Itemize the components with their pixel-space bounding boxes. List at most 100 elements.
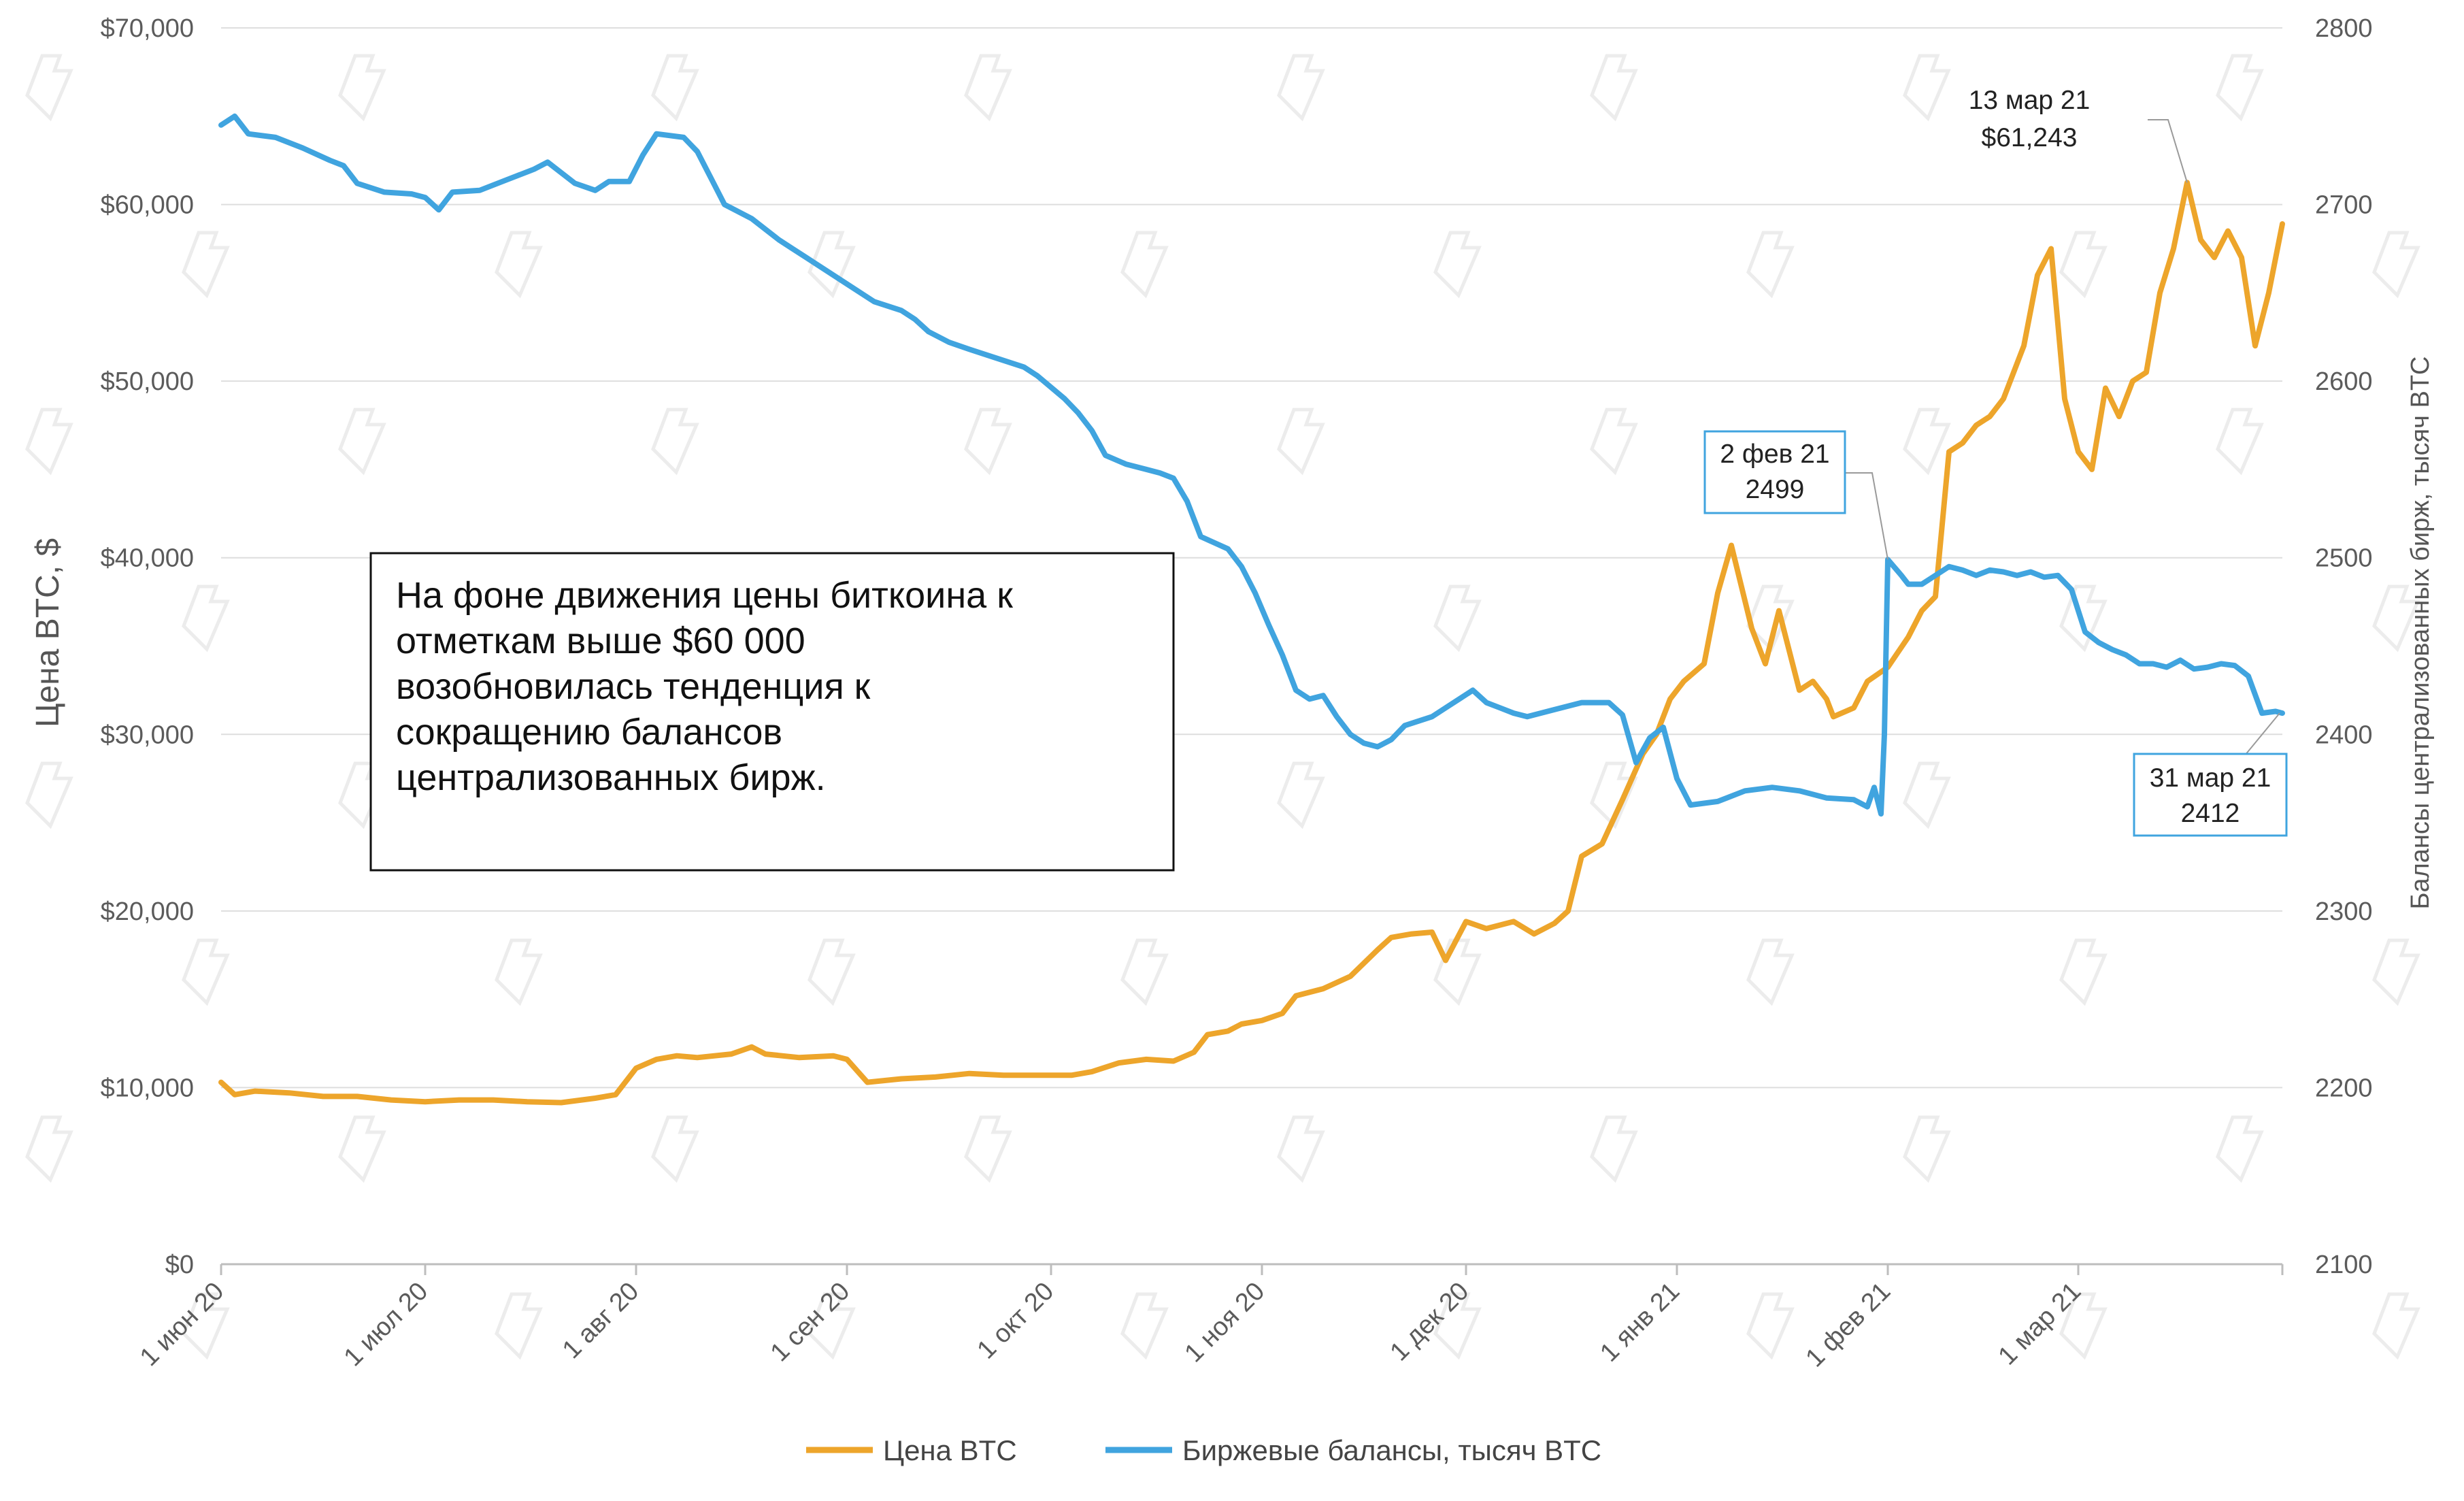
watermark-logo-icon bbox=[25, 408, 73, 476]
watermark-logo-icon bbox=[338, 54, 386, 122]
watermark-logo-icon bbox=[2372, 231, 2420, 299]
watermark-logo-icon bbox=[1590, 1115, 1638, 1183]
watermark-logo-icon bbox=[1903, 1115, 1951, 1183]
annotation-end-date: 31 мар 21 bbox=[2150, 763, 2271, 793]
annotations: 13 мар 21 $61,243 2 фев 21 2499 31 мар 21 241… bbox=[1703, 86, 2288, 837]
watermark-logo-icon bbox=[2059, 231, 2108, 299]
watermark-logo-icon bbox=[1903, 408, 1951, 476]
watermark-logo-icon bbox=[1590, 408, 1638, 476]
watermark-logo-icon bbox=[1433, 938, 1482, 1006]
y-right-tick-label: 2400 bbox=[2315, 721, 2373, 749]
series-line-exchange-balances bbox=[218, 113, 2285, 817]
watermark-layer bbox=[25, 54, 2420, 1360]
watermark-logo-icon bbox=[25, 54, 73, 122]
y-left-tick-label: $20,000 bbox=[101, 897, 194, 926]
watermark-logo-icon bbox=[1433, 584, 1482, 653]
note-text-line: сокращению балансов bbox=[396, 712, 782, 753]
watermark-logo-icon bbox=[2216, 1115, 2264, 1183]
note-text-line: централизованных бирж. bbox=[396, 757, 826, 798]
watermark-logo-icon bbox=[1120, 231, 1169, 299]
watermark-logo-icon bbox=[495, 231, 543, 299]
watermark-logo-icon bbox=[338, 761, 386, 829]
watermark-logo-icon bbox=[964, 408, 1012, 476]
watermark-logo-icon bbox=[2372, 1292, 2420, 1360]
x-tick-label: 1 янв 21 bbox=[1595, 1277, 1685, 1368]
annotation-end-value: 2412 bbox=[2181, 799, 2240, 828]
watermark-logo-icon bbox=[1277, 761, 1325, 829]
legend-label-exchange-balances: Биржевые балансы, тысяч BTC bbox=[1182, 1434, 1601, 1466]
watermark-logo-icon bbox=[651, 1115, 699, 1183]
y-right-tick-label: 2600 bbox=[2315, 367, 2373, 396]
x-tick-label: 1 мар 21 bbox=[1993, 1277, 2087, 1371]
watermark-logo-icon bbox=[964, 1115, 1012, 1183]
y-left-tick-label: $50,000 bbox=[101, 367, 194, 396]
watermark-logo-icon bbox=[182, 938, 230, 1006]
note-box: На фоне движения цены биткоина к отметкам… bbox=[369, 552, 1175, 872]
annotation-box bbox=[2133, 753, 2288, 837]
y-left-tick-label: $30,000 bbox=[101, 721, 194, 749]
watermark-logo-icon bbox=[495, 1292, 543, 1360]
watermark-logo-icon bbox=[808, 938, 856, 1006]
watermark-logo-icon bbox=[495, 938, 543, 1006]
annotation-leader-line bbox=[2148, 119, 2188, 183]
y-left-tick-label: $10,000 bbox=[101, 1074, 194, 1102]
watermark-logo-icon bbox=[1590, 54, 1638, 122]
note-text-line: отметкам выше $60 000 bbox=[396, 621, 805, 661]
x-tick-label: 1 июн 20 bbox=[135, 1277, 229, 1372]
y-left-tick-label: $0 bbox=[165, 1251, 194, 1279]
y-left-tick-label: $70,000 bbox=[101, 14, 194, 43]
watermark-logo-icon bbox=[2372, 938, 2420, 1006]
watermark-logo-icon bbox=[2216, 408, 2264, 476]
annotation-leader-line bbox=[2244, 712, 2280, 756]
watermark-logo-icon bbox=[1120, 1292, 1169, 1360]
annotation-box bbox=[1703, 430, 1846, 514]
watermark-logo-icon bbox=[2059, 1292, 2108, 1360]
watermark-logo-icon bbox=[1277, 54, 1325, 122]
watermark-logo-icon bbox=[338, 408, 386, 476]
annotation-leader-line bbox=[1845, 472, 1888, 560]
watermark-logo-icon bbox=[1903, 761, 1951, 829]
series-line-btc-price bbox=[218, 180, 2285, 1106]
annotation-feb-date: 2 фев 21 bbox=[1720, 440, 1829, 469]
watermark-logo-icon bbox=[182, 231, 230, 299]
right-y-axis: 2100 2200 2300 2400 2500 2600 2700 2800 bbox=[2315, 14, 2373, 1279]
legend: Цена BTC Биржевые балансы, тысяч BTC bbox=[806, 1434, 1601, 1466]
watermark-logo-icon bbox=[1120, 938, 1169, 1006]
y-right-tick-label: 2200 bbox=[2315, 1074, 2373, 1102]
watermark-logo-icon bbox=[808, 1292, 856, 1360]
watermark-logo-icon bbox=[25, 1115, 73, 1183]
watermark-logo-icon bbox=[25, 761, 73, 829]
watermark-logo-icon bbox=[2372, 584, 2420, 653]
watermark-logo-icon bbox=[338, 1115, 386, 1183]
watermark-logo-icon bbox=[1433, 231, 1482, 299]
note-text-line: На фоне движения цены биткоина к bbox=[396, 575, 1013, 616]
watermark-logo-icon bbox=[2216, 54, 2264, 122]
y-right-tick-label: 2700 bbox=[2315, 191, 2373, 220]
annotation-peak-value: $61,243 bbox=[1982, 123, 2078, 152]
x-tick-label: 1 авг 20 bbox=[557, 1277, 644, 1364]
y-right-tick-label: 2500 bbox=[2315, 544, 2373, 573]
annotation-peak-date: 13 мар 21 bbox=[1969, 86, 2091, 115]
series-layer bbox=[218, 113, 2285, 1106]
watermark-logo-icon bbox=[1746, 938, 1795, 1006]
watermark-logo-icon bbox=[1746, 1292, 1795, 1360]
note-box-frame bbox=[369, 552, 1175, 872]
watermark-logo-icon bbox=[1433, 1292, 1482, 1360]
watermark-logo-icon bbox=[2059, 584, 2108, 653]
watermark-logo-icon bbox=[1277, 1115, 1325, 1183]
y-right-tick-label: 2800 bbox=[2315, 14, 2373, 43]
y-axis-right-title: Балансы централизованных бирж, тысяч BTC bbox=[2406, 357, 2435, 910]
watermark-logo-icon bbox=[808, 231, 856, 299]
x-tick-label: 1 окт 20 bbox=[972, 1277, 1060, 1365]
note-text-line: возобновилась тенденция к bbox=[396, 666, 871, 707]
watermark-logo-icon bbox=[1746, 231, 1795, 299]
x-tick-label: 1 фев 21 bbox=[1801, 1277, 1897, 1373]
watermark-logo-icon bbox=[182, 1292, 230, 1360]
x-tick-label: 1 сен 20 bbox=[765, 1277, 856, 1368]
watermark-logo-icon bbox=[1903, 54, 1951, 122]
watermark-logo-icon bbox=[2059, 938, 2108, 1006]
watermark-logo-icon bbox=[1590, 761, 1638, 829]
watermark-logo-icon bbox=[1277, 408, 1325, 476]
y-left-tick-label: $40,000 bbox=[101, 544, 194, 573]
